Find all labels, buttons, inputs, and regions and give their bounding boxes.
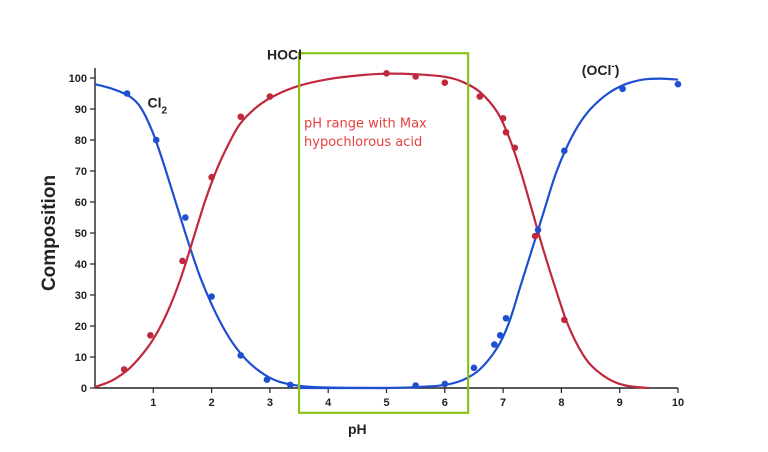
series-points (120, 70, 682, 389)
x-tick-label: 1 (150, 397, 156, 409)
data-point-ocl (619, 85, 626, 93)
x-tick-label: 8 (558, 397, 564, 409)
x-tick-label: 7 (500, 397, 506, 409)
data-point-ocl (496, 332, 504, 339)
data-point-hocl (266, 93, 274, 100)
x-tick-label: 5 (383, 397, 389, 409)
y-tick-label: 100 (69, 73, 87, 85)
data-point-hocl (412, 73, 419, 80)
ph-range-highlight-box (297, 52, 470, 414)
y-tick-label: 80 (75, 135, 87, 147)
y-tick-label: 50 (75, 228, 87, 240)
y-tick-label: 40 (75, 259, 87, 271)
series-line-hocl (94, 72, 650, 390)
data-point-hocl (502, 128, 510, 136)
data-point-ocl (534, 226, 542, 234)
y-tick-label: 90 (75, 104, 87, 116)
x-tick-label: 4 (325, 397, 332, 409)
data-point-ocl (412, 382, 419, 389)
y-tick-label: 60 (75, 197, 87, 209)
x-tick-label: 6 (442, 397, 448, 409)
y-tick-label: 10 (75, 352, 87, 364)
data-point-hocl (383, 70, 390, 77)
data-point-hocl (561, 316, 568, 324)
data-point-hocl (208, 173, 215, 181)
x-tick-label: 3 (267, 397, 273, 409)
data-point-hocl (531, 232, 539, 240)
x-axis-title: pH (348, 421, 367, 437)
data-point-hocl (511, 144, 519, 152)
data-point-cl2 (123, 90, 131, 97)
data-point-ocl (561, 147, 568, 155)
series-label-ocl: (OCl-) (582, 61, 620, 78)
series-line-cl2 (94, 83, 387, 390)
annotation-line1: pH range with Max (304, 117, 427, 132)
data-point-ocl (674, 80, 682, 88)
x-tick-label: 2 (209, 397, 215, 409)
data-point-hocl (147, 332, 154, 339)
data-point-cl2 (152, 136, 160, 144)
data-point-cl2 (287, 381, 294, 389)
data-point-ocl (502, 314, 510, 322)
data-point-ocl (441, 380, 449, 388)
data-point-hocl (120, 366, 128, 373)
x-tick-label: 9 (617, 397, 623, 409)
data-point-hocl (179, 257, 186, 265)
data-point-hocl (237, 113, 245, 121)
y-tick-label: 70 (75, 166, 87, 178)
y-tick-label: 20 (75, 321, 87, 333)
data-point-cl2 (208, 293, 215, 300)
y-tick-label: 30 (75, 290, 87, 302)
series-label-hocl: HOCl (267, 46, 302, 62)
data-point-ocl (491, 341, 498, 348)
data-point-hocl (476, 93, 484, 100)
data-point-cl2 (237, 352, 245, 359)
series-label-cl2: Cl2 (147, 94, 167, 116)
ticks: 0 10 20 30 40 50 60 70 80 90 100 1 2 3 4 5 6 7 8 9 10 (69, 73, 684, 409)
y-tick-label: 0 (81, 383, 87, 395)
x-tick-label: 10 (672, 397, 684, 409)
data-point-cl2 (182, 214, 189, 221)
data-point-ocl (470, 364, 478, 372)
data-point-cl2 (263, 376, 271, 383)
data-point-hocl (441, 79, 449, 86)
annotation-line2: hypochlorous acid (304, 135, 422, 150)
data-point-hocl (499, 115, 507, 122)
y-axis-title: Composition (39, 175, 60, 291)
